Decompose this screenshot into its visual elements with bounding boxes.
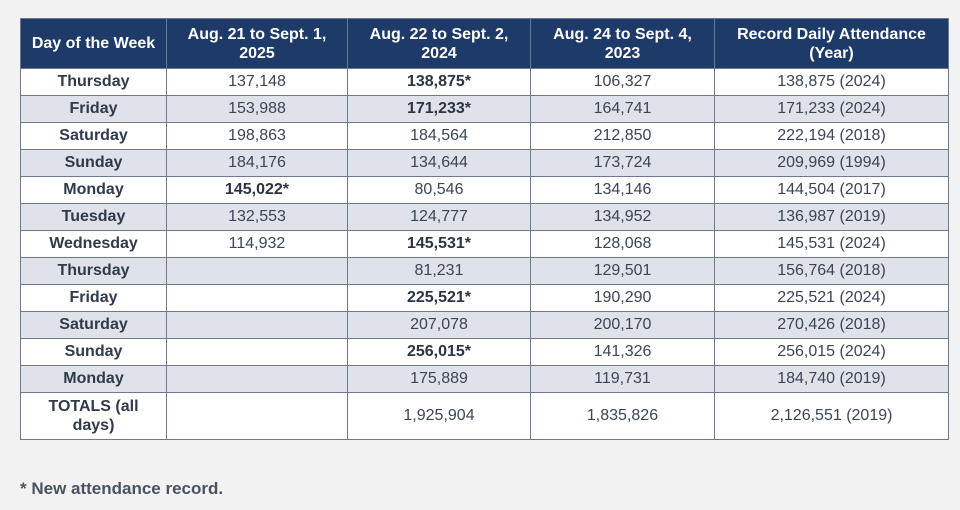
value-cell-2024: 145,531* <box>347 230 531 258</box>
totals-cell-2024: 1,925,904 <box>347 392 531 440</box>
value-cell-record: 270,426 (2018) <box>714 311 949 339</box>
header-row: Day of the Week Aug. 21 to Sept. 1, 2025… <box>20 18 949 69</box>
day-cell: Wednesday <box>20 230 167 258</box>
table-row: Monday 175,889 119,731 184,740 (2019) <box>20 365 949 393</box>
day-cell: Thursday <box>20 257 167 285</box>
value-cell-2025 <box>166 257 348 285</box>
day-cell: Friday <box>20 95 167 123</box>
table-row: Wednesday 114,932 145,531* 128,068 145,531 (… <box>20 230 949 258</box>
value-cell-2023: 173,724 <box>530 149 715 177</box>
value-cell-2023: 129,501 <box>530 257 715 285</box>
value-cell-record: 184,740 (2019) <box>714 365 949 393</box>
value-cell-record: 145,531 (2024) <box>714 230 949 258</box>
table-body: Thursday 137,148 138,875* 106,327 138,875 (2… <box>20 68 949 440</box>
value-cell-2025 <box>166 284 348 312</box>
value-cell-2024: 184,564 <box>347 122 531 150</box>
value-cell-2023: 128,068 <box>530 230 715 258</box>
value-cell-record: 138,875 (2024) <box>714 68 949 96</box>
value-cell-record: 144,504 (2017) <box>714 176 949 204</box>
value-cell-2023: 200,170 <box>530 311 715 339</box>
day-cell: Tuesday <box>20 203 167 231</box>
totals-cell-record: 2,126,551 (2019) <box>714 392 949 440</box>
footnote: * New attendance record. <box>20 479 224 498</box>
table-row: Thursday 137,148 138,875* 106,327 138,875 (2… <box>20 68 949 96</box>
value-cell-record: 171,233 (2024) <box>714 95 949 123</box>
totals-cell-2025 <box>166 392 348 440</box>
value-cell-2025 <box>166 338 348 366</box>
day-cell: Friday <box>20 284 167 312</box>
value-cell-2024: 138,875* <box>347 68 531 96</box>
value-cell-2023: 134,952 <box>530 203 715 231</box>
value-cell-2023: 134,146 <box>530 176 715 204</box>
column-header-2025: Aug. 21 to Sept. 1, 2025 <box>166 18 348 69</box>
table-row: Saturday 198,863 184,564 212,850 222,194 (20… <box>20 122 949 150</box>
day-cell: Sunday <box>20 149 167 177</box>
value-cell-2025: 132,553 <box>166 203 348 231</box>
value-cell-2023: 106,327 <box>530 68 715 96</box>
column-header-2023: Aug. 24 to Sept. 4, 2023 <box>530 18 715 69</box>
day-cell: Monday <box>20 365 167 393</box>
column-header-record: Record Daily Attendance (Year) <box>714 18 949 69</box>
value-cell-2024: 175,889 <box>347 365 531 393</box>
value-cell-2025: 137,148 <box>166 68 348 96</box>
value-cell-2024: 81,231 <box>347 257 531 285</box>
day-cell: Saturday <box>20 122 167 150</box>
column-header-2024: Aug. 22 to Sept. 2, 2024 <box>347 18 531 69</box>
day-cell: Monday <box>20 176 167 204</box>
value-cell-record: 156,764 (2018) <box>714 257 949 285</box>
value-cell-2025: 153,988 <box>166 95 348 123</box>
value-cell-2024: 134,644 <box>347 149 531 177</box>
value-cell-record: 209,969 (1994) <box>714 149 949 177</box>
value-cell-2025 <box>166 311 348 339</box>
value-cell-2025: 114,932 <box>166 230 348 258</box>
day-cell: Sunday <box>20 338 167 366</box>
value-cell-record: 225,521 (2024) <box>714 284 949 312</box>
day-cell: Thursday <box>20 68 167 96</box>
value-cell-2025: 198,863 <box>166 122 348 150</box>
table-row: Sunday 184,176 134,644 173,724 209,969 (1994… <box>20 149 949 177</box>
table-header: Day of the Week Aug. 21 to Sept. 1, 2025… <box>20 18 949 69</box>
value-cell-2024: 256,015* <box>347 338 531 366</box>
value-cell-2024: 171,233* <box>347 95 531 123</box>
value-cell-2023: 141,326 <box>530 338 715 366</box>
totals-row: TOTALS (all days) 1,925,904 1,835,826 2,126… <box>20 392 949 440</box>
table-row: Saturday 207,078 200,170 270,426 (2018) <box>20 311 949 339</box>
value-cell-2025: 184,176 <box>166 149 348 177</box>
table-row: Thursday 81,231 129,501 156,764 (2018) <box>20 257 949 285</box>
value-cell-2023: 212,850 <box>530 122 715 150</box>
table-row: Sunday 256,015* 141,326 256,015 (2024) <box>20 338 949 366</box>
value-cell-2025 <box>166 365 348 393</box>
table-row: Friday 153,988 171,233* 164,741 171,233 (202… <box>20 95 949 123</box>
day-cell: Saturday <box>20 311 167 339</box>
totals-label: TOTALS (all days) <box>20 392 167 440</box>
value-cell-2024: 80,546 <box>347 176 531 204</box>
value-cell-record: 256,015 (2024) <box>714 338 949 366</box>
value-cell-2024: 225,521* <box>347 284 531 312</box>
table-row: Monday 145,022* 80,546 134,146 144,504 (2017… <box>20 176 949 204</box>
table-row: Friday 225,521* 190,290 225,521 (2024) <box>20 284 949 312</box>
value-cell-2024: 207,078 <box>347 311 531 339</box>
value-cell-2023: 119,731 <box>530 365 715 393</box>
table-row: Tuesday 132,553 124,777 134,952 136,987 (201… <box>20 203 949 231</box>
attendance-table: Day of the Week Aug. 21 to Sept. 1, 2025… <box>20 18 949 440</box>
column-header-day: Day of the Week <box>20 18 167 69</box>
value-cell-record: 222,194 (2018) <box>714 122 949 150</box>
totals-cell-2023: 1,835,826 <box>530 392 715 440</box>
value-cell-2024: 124,777 <box>347 203 531 231</box>
value-cell-2025: 145,022* <box>166 176 348 204</box>
value-cell-2023: 190,290 <box>530 284 715 312</box>
value-cell-2023: 164,741 <box>530 95 715 123</box>
value-cell-record: 136,987 (2019) <box>714 203 949 231</box>
attendance-table-container: Day of the Week Aug. 21 to Sept. 1, 2025… <box>20 18 949 440</box>
